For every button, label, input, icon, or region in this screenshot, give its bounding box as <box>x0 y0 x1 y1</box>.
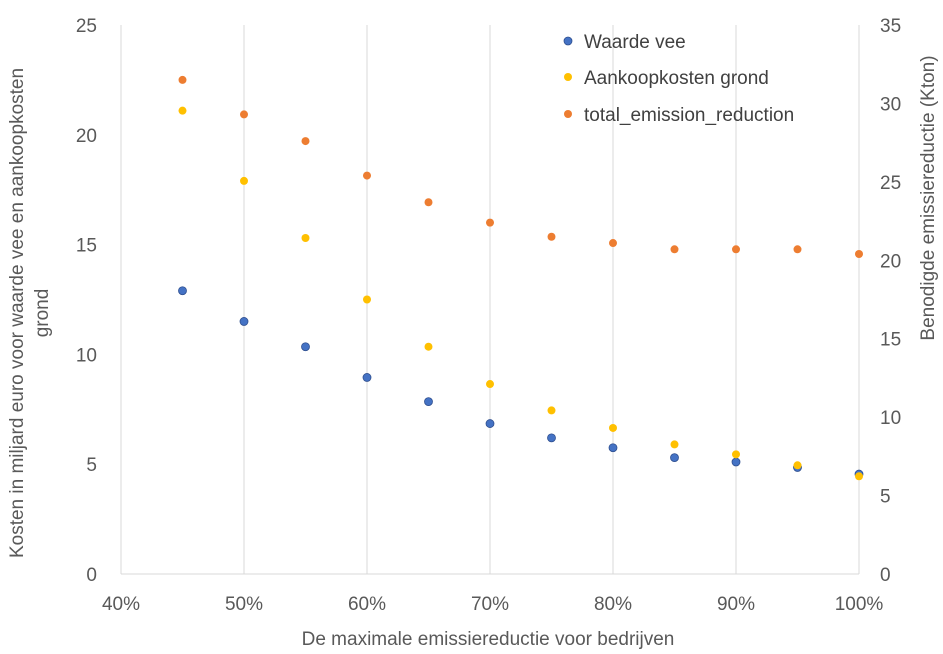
y2-tick-label: 5 <box>880 487 891 508</box>
legend-marker-total-emission-reduction <box>564 110 572 118</box>
data-point <box>547 406 556 415</box>
y2-tick-label: 20 <box>880 251 901 272</box>
data-point <box>731 457 741 467</box>
data-point <box>793 245 802 254</box>
y2-tick-label: 30 <box>880 94 901 115</box>
data-point <box>240 110 248 119</box>
y-axis-title-line-1: Kosten in miljard euro voor waarde vee e… <box>7 68 28 558</box>
data-point <box>547 232 556 241</box>
data-point <box>178 286 187 296</box>
x-tick-label: 50% <box>225 594 263 615</box>
x-tick-label: 60% <box>348 594 386 615</box>
data-point <box>178 75 187 84</box>
legend-label-waarde-vee: Waarde vee <box>584 32 686 53</box>
y-tick-label: 15 <box>76 236 97 257</box>
data-point <box>240 176 248 185</box>
y-tick-label: 5 <box>86 455 97 476</box>
y-axis-title: Kosten in miljard euro voor waarde vee e… <box>7 68 53 558</box>
data-point <box>670 440 679 449</box>
y2-axis-title: Benodigde emissiereductie (Kton) <box>918 55 939 340</box>
x-tick-label: 40% <box>102 594 140 615</box>
data-point <box>362 373 372 382</box>
y2-tick-label: 15 <box>880 330 901 351</box>
series-2 <box>178 75 863 259</box>
x-tick-label: 70% <box>471 594 509 615</box>
x-tick-label: 80% <box>594 594 632 615</box>
legend-label-aankoopkosten-grond: Aankoopkosten grond <box>584 68 769 89</box>
y2-tick-label: 0 <box>880 565 891 586</box>
data-point <box>855 250 863 259</box>
y-tick-labels: 0 5 10 15 20 25 <box>76 16 97 586</box>
x-tick-label: 90% <box>717 594 755 615</box>
y-tick-label: 25 <box>76 16 97 37</box>
y-axis-title-line-2: grond <box>32 289 53 338</box>
data-point <box>424 342 433 351</box>
data-point <box>486 380 494 389</box>
data-point <box>855 472 863 481</box>
data-point <box>424 397 433 407</box>
legend: Waarde vee Aankoopkosten grond total_emi… <box>563 32 794 126</box>
series-1 <box>178 106 863 481</box>
data-point <box>363 171 371 180</box>
data-point <box>424 198 433 207</box>
y-tick-label: 10 <box>76 345 97 366</box>
data-point <box>178 106 187 115</box>
data-point <box>732 245 740 254</box>
data-point <box>486 218 494 227</box>
data-point <box>793 461 802 470</box>
data-point <box>670 453 679 463</box>
data-point <box>363 295 371 304</box>
legend-marker-aankoopkosten-grond <box>564 73 572 81</box>
data-point <box>301 234 310 243</box>
y2-tick-label: 25 <box>880 173 901 194</box>
data-point <box>301 342 310 352</box>
data-point <box>670 245 679 254</box>
data-point <box>609 423 617 432</box>
y2-tick-label: 35 <box>880 16 901 37</box>
data-point <box>301 137 310 146</box>
data-point <box>485 419 495 428</box>
data-point <box>608 443 618 453</box>
y2-tick-labels: 0 5 10 15 20 25 30 35 <box>880 16 901 586</box>
data-point <box>239 317 249 326</box>
legend-marker-waarde-vee <box>563 36 573 46</box>
data-points <box>178 75 864 481</box>
legend-label-total-emission-reduction: total_emission_reduction <box>584 105 794 126</box>
y-tick-label: 20 <box>76 126 97 147</box>
data-point <box>732 450 740 459</box>
y-tick-label: 0 <box>86 565 97 586</box>
x-tick-label: 100% <box>835 594 884 615</box>
data-point <box>609 239 617 248</box>
x-tick-labels: 40% 50% 60% 70% 80% 90% 100% <box>102 594 883 615</box>
data-point <box>547 433 556 443</box>
y2-tick-label: 10 <box>880 408 901 429</box>
x-axis-title: De maximale emissiereductie voor bedrijv… <box>302 629 675 650</box>
